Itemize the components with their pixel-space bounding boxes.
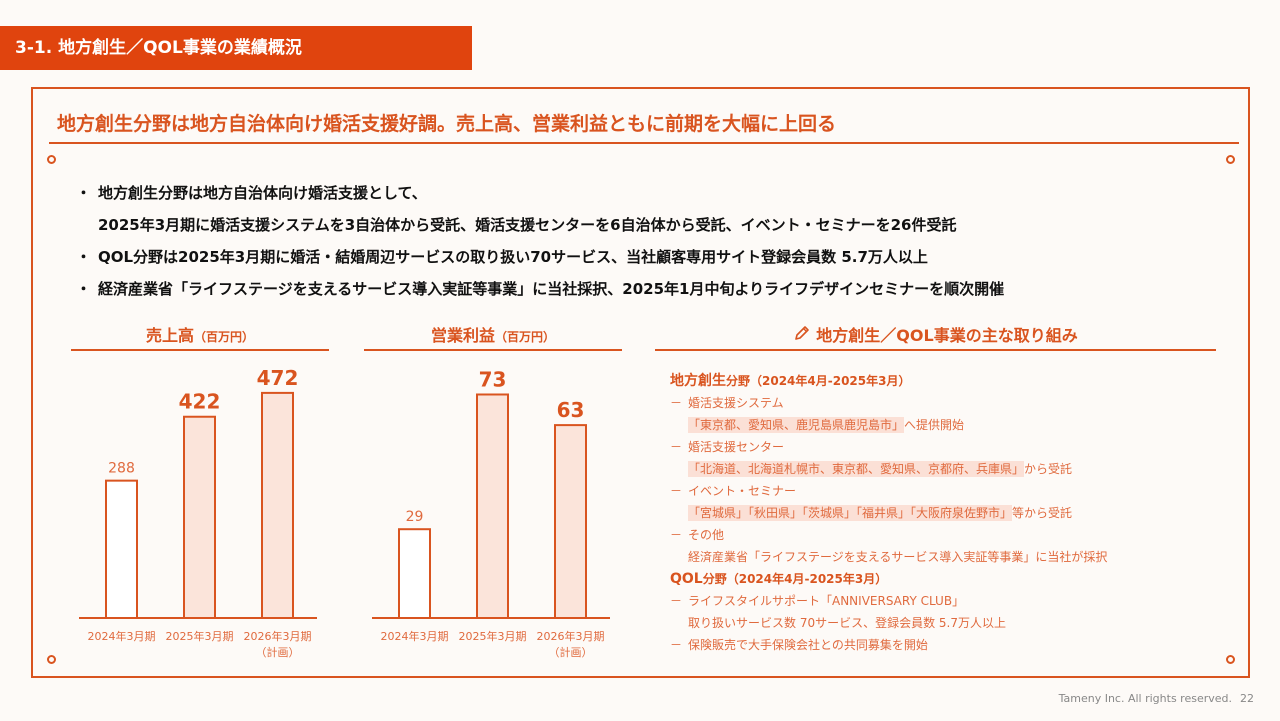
headline: 地方創生分野は地方自治体向け婚活支援好調。売上高、営業利益ともに前期を大幅に上回… [57, 113, 837, 135]
category-label: 2026年3月期 [537, 629, 605, 643]
data-label: 422 [179, 390, 221, 414]
bar [261, 391, 294, 620]
bar [476, 393, 509, 620]
pencil-icon [794, 325, 810, 345]
section-heading-main: QOL [670, 571, 703, 587]
highlight-text: 「北海道、北海道札幌市、東京都、愛知県、京都府、兵庫県」 [688, 461, 1025, 477]
bullet-line: QOL分野は2025年3月期に婚活・結婚周辺サービスの取り扱い70サービス、当社… [98, 248, 928, 266]
dash-mark: － [670, 638, 683, 652]
headline-rule [49, 142, 1239, 144]
item-label: ライフスタイルサポート「ANNIVERSARY CLUB」 [688, 594, 965, 608]
detail-text: 取り扱いサービス数 70サービス、登録会員数 5.7万人以上 [688, 616, 1006, 630]
section-heading-sub: 分野（2024年4月-2025年3月） [726, 374, 911, 388]
sales-chart-title: 売上高（百万円） [71, 322, 329, 346]
bullet-mark: ・ [76, 248, 92, 266]
corner-dot-icon [1226, 155, 1235, 164]
list-item: － イベント・セミナー [670, 480, 1230, 502]
category-label: 2024年3月期 [381, 629, 449, 643]
initiatives-title-text: 地方創生／QOL事業の主な取り組み [816, 326, 1078, 345]
detail-text: 経済産業省「ライフステージを支えるサービス導入実証等事業」に当社が採択 [688, 550, 1108, 564]
sales-chart-title-text: 売上高 [145, 326, 194, 345]
sales-chart-title-rule [71, 349, 329, 351]
category-sub-label: （計画） [549, 645, 593, 659]
item-label: 婚活支援センター [688, 440, 785, 454]
page-number: 22 [1240, 692, 1254, 705]
bullet-item: ・ 地方創生分野は地方自治体向け婚活支援として、 2025年3月期に婚活支援シス… [76, 177, 1236, 241]
bullet-mark: ・ [76, 280, 92, 298]
item-label: その他 [688, 528, 725, 542]
bullet-item: ・ 経済産業省「ライフステージを支えるサービス導入実証等事業」に当社採択、202… [76, 273, 1236, 305]
category-label: 2024年3月期 [88, 629, 156, 643]
highlight-text: 「東京都、愛知県、鹿児島県鹿児島市」 [688, 417, 905, 433]
footer: Tameny Inc. All rights reserved. 22 [1051, 692, 1254, 705]
list-item: － 保険販売で大手保険会社との共同募集を開始 [670, 634, 1230, 656]
copyright-text: Tameny Inc. All rights reserved. [1058, 692, 1232, 705]
item-label: イベント・セミナー [688, 484, 797, 498]
bar [183, 415, 216, 619]
item-detail: 「東京都、愛知県、鹿児島県鹿児島市」へ提供開始 [670, 414, 1230, 436]
category-sub-label: （計画） [256, 645, 300, 659]
item-detail: 「宮城県」「秋田県」「茨城県」「福井県」「大阪府泉佐野市」等から受託 [670, 502, 1230, 524]
item-detail: 「北海道、北海道札幌市、東京都、愛知県、京都府、兵庫県」から受託 [670, 458, 1230, 480]
data-label: 63 [557, 398, 585, 422]
list-item: － 婚活支援センター [670, 436, 1230, 458]
list-item: － その他 [670, 524, 1230, 546]
initiatives-panel: 地方創生分野（2024年4月-2025年3月） －婚活支援システム 「東京都、愛… [670, 370, 1230, 656]
summary-bullets: ・ 地方創生分野は地方自治体向け婚活支援として、 2025年3月期に婚活支援シス… [76, 177, 1236, 305]
bullet-item: ・ QOL分野は2025年3月期に婚活・結婚周辺サービスの取り扱い70サービス、… [76, 241, 1236, 273]
corner-dot-icon [1226, 655, 1235, 664]
bullet-line: 地方創生分野は地方自治体向け婚活支援として、 [98, 184, 427, 202]
section-header: 3-1. 地方創生／QOL事業の業績概況 [0, 26, 472, 70]
dash-mark: － [670, 484, 683, 498]
detail-text: から受託 [1024, 462, 1073, 476]
bullet-mark: ・ [76, 184, 92, 202]
item-label: 保険販売で大手保険会社との共同募集を開始 [688, 638, 928, 652]
category-label: 2026年3月期 [244, 629, 312, 643]
bar [554, 424, 587, 619]
data-label: 73 [479, 367, 507, 391]
category-label: 2025年3月期 [166, 629, 234, 643]
data-label: 29 [406, 509, 424, 525]
item-detail: 経済産業省「ライフステージを支えるサービス導入実証等事業」に当社が採択 [670, 546, 1230, 568]
sales-bar-chart: 288 2024年3月期 422 2025年3月期 472 2026年3月期 （計画） [79, 366, 317, 659]
list-item: － 婚活支援システム [670, 392, 1230, 414]
profit-chart-title-rule [364, 349, 622, 351]
data-label: 288 [108, 461, 135, 477]
dash-mark: － [670, 528, 683, 542]
highlight-text: 「宮城県」「秋田県」「茨城県」「福井県」「大阪府泉佐野市」 [688, 505, 1013, 521]
corner-dot-icon [47, 655, 56, 664]
bar [105, 479, 138, 620]
bullet-line: 2025年3月期に婚活支援システムを3自治体から受託、婚活支援センターを6自治体… [98, 216, 957, 234]
initiatives-rule [655, 349, 1216, 351]
profit-chart-title-text: 営業利益 [430, 326, 495, 345]
initiatives-title: 地方創生／QOL事業の主な取り組み [656, 322, 1216, 346]
content-frame [31, 87, 1250, 678]
item-detail: 取り扱いサービス数 70サービス、登録会員数 5.7万人以上 [670, 612, 1230, 634]
category-label: 2025年3月期 [459, 629, 527, 643]
detail-text: 等から受託 [1012, 506, 1073, 520]
section-heading: QOL分野（2024年4月-2025年3月） [670, 568, 1230, 590]
section-title: 3-1. 地方創生／QOL事業の業績概況 [15, 38, 302, 58]
sales-chart-unit: （百万円） [194, 330, 255, 344]
bullet-line: 経済産業省「ライフステージを支えるサービス導入実証等事業」に当社採択、2025年… [98, 280, 1005, 298]
dash-mark: － [670, 594, 683, 608]
section-heading-sub: 分野（2024年4月-2025年3月） [702, 572, 888, 586]
profit-chart-title: 営業利益（百万円） [364, 322, 622, 346]
corner-dot-icon [47, 155, 56, 164]
detail-text: へ提供開始 [904, 418, 965, 432]
dash-mark: － [670, 396, 683, 410]
profit-bar-chart: 29 2024年3月期 73 2025年3月期 63 2026年3月期 （計画） [372, 367, 610, 659]
section-heading: 地方創生分野（2024年4月-2025年3月） [670, 370, 1230, 392]
section-heading-main: 地方創生 [670, 373, 726, 389]
profit-chart-unit: （百万円） [495, 330, 556, 344]
dash-mark: － [670, 440, 683, 454]
data-label: 472 [257, 366, 299, 390]
list-item: － ライフスタイルサポート「ANNIVERSARY CLUB」 [670, 590, 1230, 612]
bar [398, 528, 431, 619]
item-label: 婚活支援システム [688, 396, 784, 410]
